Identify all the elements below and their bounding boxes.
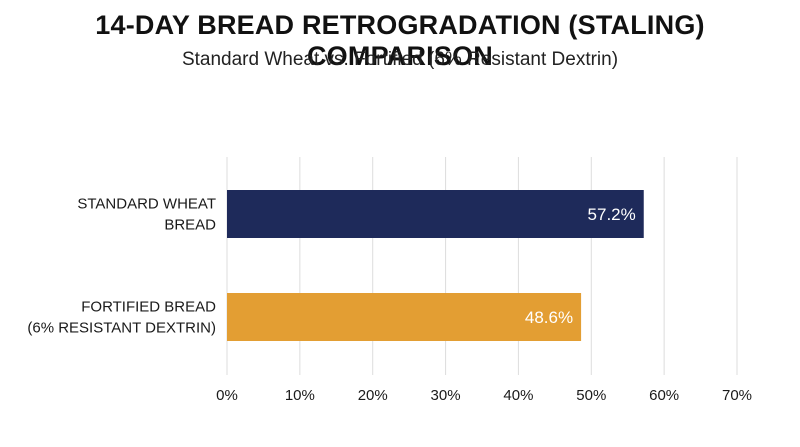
- category-label: STANDARD WHEAT: [77, 196, 216, 213]
- bar-value-label: 48.6%: [525, 308, 573, 327]
- bar: [227, 190, 644, 238]
- chart-subtitle: Standard Wheat vs. Fortified (6% Resista…: [181, 49, 619, 70]
- bars: 57.2% 48.6%: [227, 190, 644, 341]
- category-label: FORTIFIED BREAD: [81, 299, 216, 316]
- x-tick-label: 20%: [358, 387, 388, 404]
- x-tick-label: 70%: [722, 387, 752, 404]
- x-axis-tick-labels: 0% 10% 20% 30% 40% 50% 60% 70%: [216, 387, 752, 404]
- bar-value-label: 57.2%: [588, 205, 636, 224]
- x-tick-label: 30%: [431, 387, 461, 404]
- category-label: (6% RESISTANT DEXTRIN): [27, 320, 216, 337]
- category-label: BREAD: [164, 217, 216, 234]
- gridlines: [226, 157, 738, 375]
- chart-title: 14-DAY BREAD RETROGRADATION (STALING) CO…: [95, 10, 705, 71]
- x-tick-label: 40%: [503, 387, 533, 404]
- bar: [227, 293, 582, 341]
- x-tick-label: 60%: [649, 387, 679, 404]
- x-tick-label: 50%: [576, 387, 606, 404]
- x-tick-label: 10%: [285, 387, 315, 404]
- category-labels: STANDARD WHEAT BREAD FORTIFIED BREAD (6% RE…: [27, 196, 216, 337]
- x-tick-label: 0%: [216, 387, 238, 404]
